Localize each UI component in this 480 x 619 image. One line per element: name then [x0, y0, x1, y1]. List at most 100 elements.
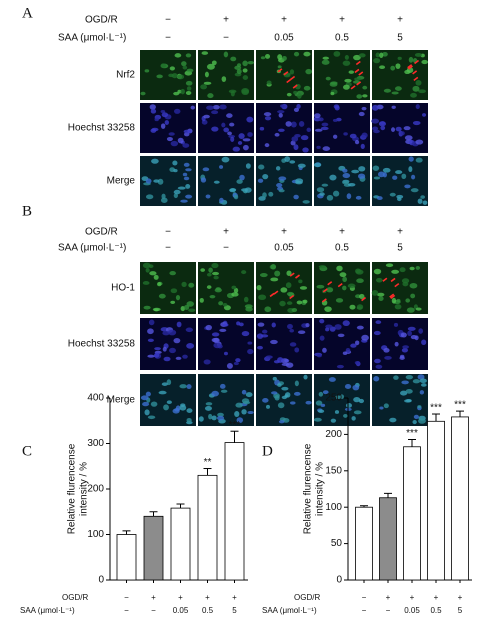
cell [243, 296, 249, 303]
cell [289, 160, 296, 164]
cell [391, 297, 397, 304]
cell [214, 288, 222, 293]
cell [245, 392, 253, 398]
significance: *** [430, 403, 442, 414]
cell [242, 144, 249, 151]
cell [418, 89, 426, 94]
cell [284, 156, 291, 163]
cell [289, 329, 294, 333]
cell [185, 80, 193, 86]
micrograph [372, 156, 428, 206]
cell [172, 160, 178, 166]
cell [232, 146, 241, 152]
cell [385, 263, 394, 268]
cell [147, 415, 156, 420]
cell [303, 85, 311, 91]
cell [298, 279, 303, 284]
cell [326, 194, 334, 201]
micrograph [140, 262, 196, 314]
cell [403, 126, 411, 131]
cell [157, 178, 164, 185]
cell [394, 86, 402, 91]
cell [173, 338, 181, 344]
arrow [408, 65, 413, 70]
micrograph [372, 374, 428, 426]
cell [395, 126, 402, 132]
cell [246, 116, 254, 123]
cell [142, 401, 150, 407]
stain-label: HO-1 [111, 283, 135, 294]
cell [241, 389, 247, 395]
cell [296, 103, 301, 109]
cell [185, 53, 192, 58]
cell [179, 404, 187, 411]
cell [401, 173, 407, 179]
y-tick-label: 0 [336, 575, 342, 586]
cell [211, 390, 219, 397]
cell [166, 136, 173, 142]
cell [164, 120, 169, 125]
cell [356, 304, 364, 310]
arrow [389, 293, 395, 298]
cell [384, 355, 392, 360]
cell [414, 52, 423, 57]
cell [396, 298, 401, 303]
cell [383, 348, 390, 353]
cell [270, 277, 279, 282]
cell [400, 390, 408, 396]
cell [397, 56, 402, 60]
arrow [355, 60, 361, 66]
cell [212, 104, 220, 110]
cell [140, 91, 146, 96]
y-axis-label: Relative flurencense [303, 443, 314, 534]
cell [153, 179, 160, 183]
cell [391, 91, 399, 95]
cell [358, 53, 366, 58]
cell [334, 395, 342, 399]
cell [241, 409, 247, 415]
cell [345, 403, 353, 408]
cell [233, 194, 239, 200]
cell [332, 118, 338, 122]
cell [278, 189, 285, 193]
treatment-value: 0.05 [274, 243, 294, 254]
cell [415, 307, 422, 311]
cell [202, 167, 210, 172]
cell [373, 376, 380, 382]
cell [412, 85, 420, 92]
cell [277, 65, 282, 69]
cell [239, 174, 245, 181]
arrow [295, 274, 300, 279]
cell [158, 293, 166, 299]
cell [356, 94, 363, 99]
cell [175, 294, 181, 301]
cell [207, 93, 214, 99]
y-axis-label: intensity / % [79, 462, 90, 516]
cell [186, 343, 195, 349]
cell [140, 395, 149, 401]
cell [200, 268, 206, 272]
cell [303, 51, 311, 57]
micrograph [256, 262, 312, 314]
bar [143, 515, 164, 581]
treatment-value: − [165, 243, 171, 254]
cell [393, 322, 399, 327]
cell [182, 65, 188, 70]
bar [224, 442, 245, 581]
cell [297, 163, 306, 168]
cell [383, 88, 392, 93]
cell [206, 272, 212, 277]
cell [382, 172, 388, 178]
micrograph [140, 103, 196, 153]
cell [347, 283, 356, 289]
micrograph [198, 318, 254, 370]
cell [182, 143, 190, 148]
cell [186, 408, 193, 413]
cell [294, 347, 300, 353]
cell [238, 133, 245, 139]
cell [345, 347, 351, 353]
cell [325, 327, 330, 332]
cell [160, 123, 166, 129]
cell [211, 110, 219, 115]
cell [316, 284, 325, 289]
